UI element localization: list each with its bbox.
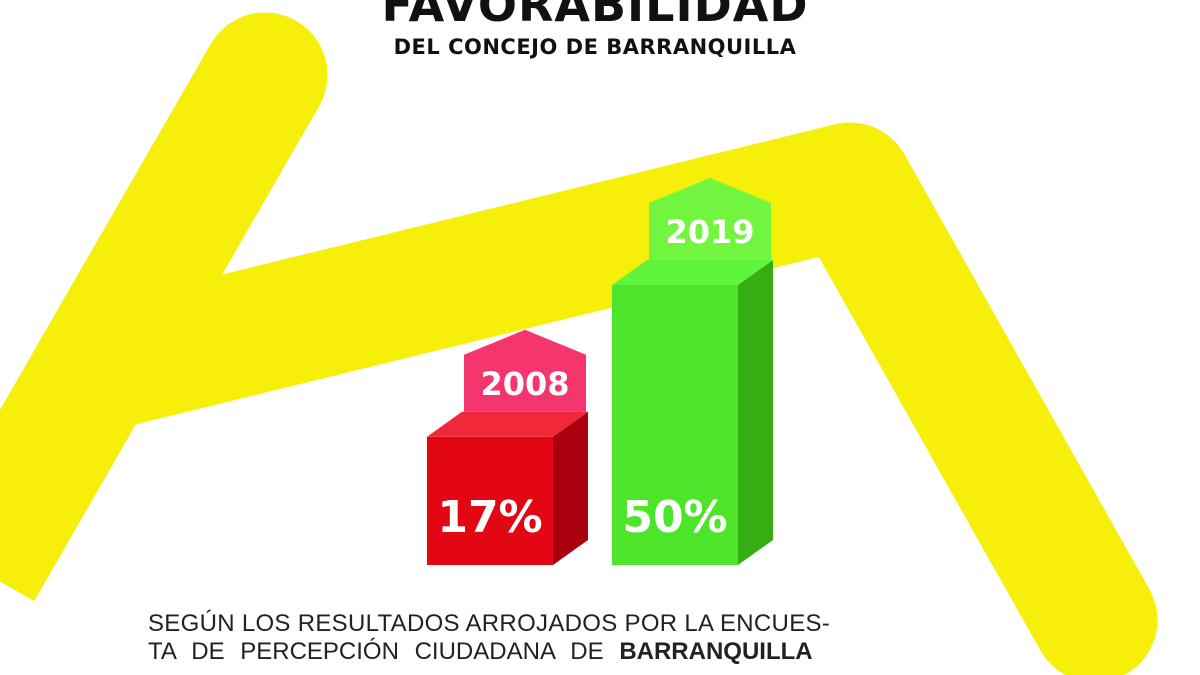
body-line-1: SEGÚN LOS RESULTADOS ARROJADOS POR LA EN… xyxy=(148,610,831,637)
body-text: SEGÚN LOS RESULTADOS ARROJADOS POR LA EN… xyxy=(148,610,873,666)
bar-side-2008 xyxy=(553,411,588,565)
body-line-2-bold: BARRANQUILLA xyxy=(619,638,813,665)
data-label-2008: 17% xyxy=(437,492,542,543)
body-line-2: TA DE PERCEPCIÓN CIUDADANA DE BARRANQUIL… xyxy=(148,638,873,666)
year-label-shape-2019 xyxy=(649,178,771,260)
category-label-2008: 2008 xyxy=(480,365,569,403)
body-line-2-text: TA DE PERCEPCIÓN CIUDADANA DE xyxy=(148,638,620,665)
page-title: FAVORABILIDAD xyxy=(381,0,809,32)
data-label-2019: 50% xyxy=(622,492,727,543)
bar-2008 xyxy=(427,436,553,565)
year-label-shape-2008 xyxy=(464,329,586,412)
bar-chart: 2008 17% 2019 50% xyxy=(427,178,773,565)
page-subtitle: DEL CONCEJO DE BARRANQUILLA xyxy=(393,35,797,59)
bar-top-2008 xyxy=(427,411,588,437)
bar-top-2019 xyxy=(612,260,773,285)
bar-side-2019 xyxy=(738,260,773,565)
bar-2019 xyxy=(612,285,738,565)
category-label-2019: 2019 xyxy=(665,213,754,251)
